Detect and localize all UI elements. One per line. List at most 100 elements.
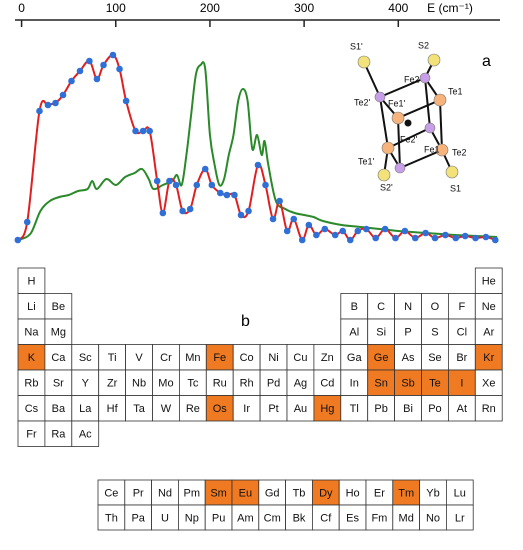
data-point bbox=[217, 189, 224, 197]
element-symbol: Na bbox=[24, 327, 39, 339]
element-cell bbox=[419, 504, 447, 531]
element-symbol: Rh bbox=[240, 378, 254, 390]
element-cell bbox=[231, 479, 260, 506]
element-symbol: C bbox=[377, 301, 385, 313]
element-cell bbox=[97, 504, 126, 531]
data-point bbox=[132, 127, 139, 135]
data-point bbox=[392, 234, 399, 242]
element-symbol: Po bbox=[428, 403, 441, 415]
element-cell bbox=[44, 344, 73, 371]
bond bbox=[397, 117, 401, 169]
data-point bbox=[179, 207, 186, 215]
data-point bbox=[237, 211, 245, 219]
data-point bbox=[290, 215, 298, 223]
element-symbol: Cs bbox=[25, 403, 39, 415]
atom bbox=[433, 93, 447, 107]
atom-label: S2 bbox=[418, 40, 429, 50]
element-symbol: Lu bbox=[454, 487, 466, 499]
series-line bbox=[16, 61, 498, 241]
element-symbol: Ge bbox=[374, 352, 389, 364]
element-symbol: Rn bbox=[482, 403, 496, 415]
data-point bbox=[36, 107, 43, 115]
element-symbol: Bi bbox=[403, 403, 413, 415]
data-point bbox=[153, 177, 161, 185]
element-symbol: O bbox=[431, 301, 440, 313]
element-cell bbox=[17, 420, 46, 447]
data-point bbox=[269, 215, 277, 223]
element-symbol: H bbox=[27, 276, 35, 288]
element-cell bbox=[71, 420, 100, 447]
bond bbox=[424, 77, 431, 129]
element-cell bbox=[152, 344, 180, 371]
data-point bbox=[159, 209, 167, 217]
element-symbol: Si bbox=[376, 327, 386, 339]
element-symbol: Ca bbox=[51, 352, 66, 364]
element-symbol: Sn bbox=[374, 378, 387, 390]
element-symbol: Ru bbox=[213, 378, 227, 390]
data-point bbox=[354, 227, 362, 235]
element-cell bbox=[419, 479, 447, 506]
data-point bbox=[201, 165, 209, 173]
element-symbol: Tl bbox=[350, 403, 359, 415]
element-symbol: F bbox=[458, 301, 465, 313]
element-cell bbox=[445, 504, 474, 531]
atom bbox=[357, 55, 371, 69]
atom-label: Te1 bbox=[448, 86, 463, 96]
atom-labels: S1' S2 Fe2 Te1 Te2' Fe1' Fe2' Te1' Fe1 T… bbox=[350, 40, 467, 193]
element-symbol: Br bbox=[456, 352, 467, 364]
data-point bbox=[313, 231, 320, 239]
data-point bbox=[14, 236, 22, 244]
atom bbox=[427, 53, 441, 67]
element-cell bbox=[338, 479, 367, 506]
data-point bbox=[254, 161, 262, 169]
element-symbol: Rb bbox=[24, 378, 38, 390]
data-point bbox=[208, 181, 216, 189]
atom bbox=[374, 91, 386, 103]
element-symbol: Sr bbox=[53, 378, 64, 390]
element-symbol: No bbox=[426, 512, 440, 524]
element-cell bbox=[447, 344, 476, 371]
element-symbol: Kr bbox=[483, 352, 494, 364]
element-cell bbox=[71, 369, 100, 396]
element-cell bbox=[392, 479, 420, 506]
element-symbol: Es bbox=[346, 512, 359, 524]
data-point bbox=[23, 218, 31, 226]
element-cell bbox=[421, 344, 449, 371]
element-symbol: P bbox=[404, 327, 411, 339]
element-symbol: Ba bbox=[52, 403, 66, 415]
data-point bbox=[283, 227, 291, 235]
element-symbol: I bbox=[460, 378, 463, 390]
element-cell bbox=[392, 504, 420, 531]
element-symbol: Bk bbox=[293, 512, 306, 524]
element-symbol: Cu bbox=[293, 352, 307, 364]
bond bbox=[379, 96, 389, 149]
element-symbol: Ti bbox=[108, 352, 117, 364]
element-cell bbox=[152, 395, 180, 422]
element-symbol: Fe bbox=[213, 352, 226, 364]
data-point bbox=[362, 225, 370, 233]
element-cell bbox=[365, 504, 394, 531]
element-cell bbox=[367, 293, 396, 320]
atom bbox=[419, 72, 431, 84]
panel-label: a bbox=[482, 53, 491, 70]
data-point bbox=[76, 67, 84, 75]
data-point bbox=[44, 101, 52, 109]
element-symbol: Cm bbox=[264, 512, 281, 524]
data-point bbox=[186, 205, 194, 213]
element-symbol: Mn bbox=[185, 352, 200, 364]
element-symbol: B bbox=[351, 301, 358, 313]
data-point bbox=[68, 77, 75, 85]
element-symbol: He bbox=[482, 276, 496, 288]
data-point bbox=[86, 57, 93, 65]
element-symbol: Mo bbox=[158, 378, 173, 390]
element-symbol: Md bbox=[399, 512, 414, 524]
element-cell bbox=[125, 369, 153, 396]
data-point bbox=[109, 51, 117, 59]
data-point bbox=[431, 234, 439, 242]
element-symbol: Ga bbox=[347, 352, 363, 364]
data-point bbox=[193, 181, 201, 189]
element-cell bbox=[17, 267, 46, 294]
atoms bbox=[357, 53, 459, 182]
element-cell bbox=[365, 479, 394, 506]
